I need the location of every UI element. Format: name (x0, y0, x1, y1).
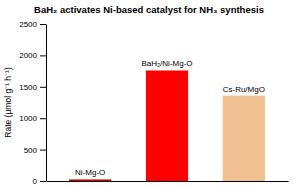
y-tick-label: 1500 (19, 83, 37, 92)
x-axis (47, 181, 289, 182)
y-tick-mark (40, 87, 46, 88)
y-tick: 2500 (19, 20, 46, 29)
y-tick-mark (40, 55, 46, 56)
category-label: Cs-Ru/MgO (223, 85, 265, 94)
y-axis-line (46, 25, 47, 182)
y-tick-mark (40, 118, 46, 119)
y-axis-title: Rate (μmol g⁻¹ h⁻¹) (3, 67, 13, 138)
y-tick-label: 1000 (19, 114, 37, 123)
y-tick-label: 2000 (19, 51, 37, 60)
y-tick: 2000 (19, 51, 46, 60)
y-tick-mark (40, 181, 46, 182)
bar-labels: Ni-Mg-O BaH₂/Ni-Mg-O Cs-Ru/MgO (75, 59, 265, 177)
y-axis: 0 500 1000 1500 2000 2500 (19, 20, 46, 186)
y-tick: 0 (33, 177, 46, 186)
category-label: BaH₂/Ni-Mg-O (141, 59, 192, 68)
y-tick: 1500 (19, 83, 46, 92)
x-axis-line (47, 181, 289, 182)
y-tick: 1000 (19, 114, 46, 123)
bar (69, 179, 111, 181)
y-tick-mark (40, 150, 46, 151)
chart: BaH₂ activates Ni-based catalyst for NH₃… (0, 0, 298, 189)
bar (146, 70, 188, 181)
bars (69, 70, 265, 181)
bar (223, 96, 265, 181)
y-tick-label: 0 (33, 177, 38, 186)
y-tick-label: 2500 (19, 20, 37, 29)
title: BaH₂ activates Ni-based catalyst for NH₃… (34, 4, 264, 15)
y-tick-label: 500 (24, 146, 38, 155)
plot: 0 500 1000 1500 2000 2500 Ni-Mg-O BaH₂/Ni-Mg-O C… (19, 20, 288, 186)
y-tick-mark (40, 24, 46, 25)
category-label: Ni-Mg-O (75, 168, 105, 177)
y-tick: 500 (24, 146, 46, 155)
